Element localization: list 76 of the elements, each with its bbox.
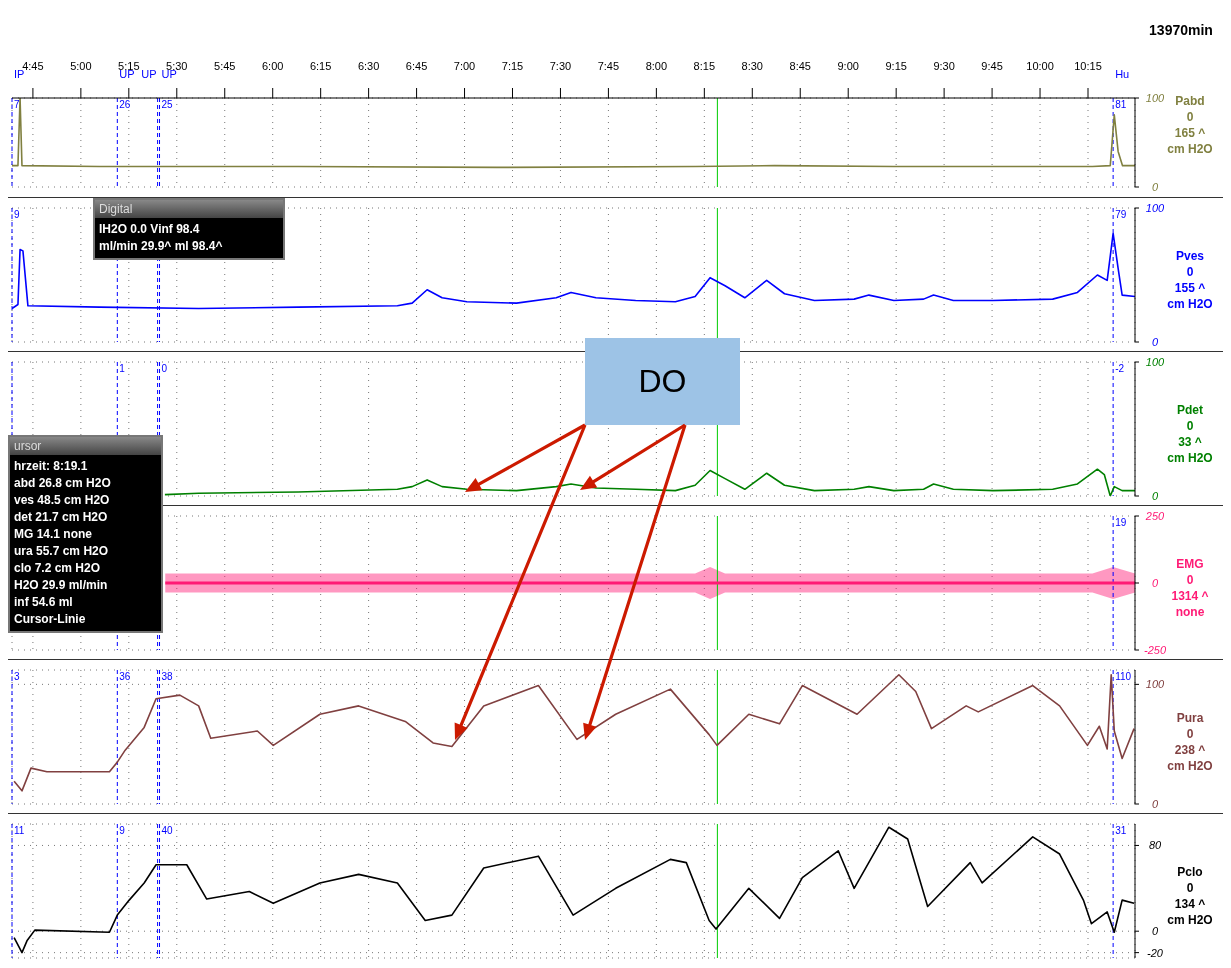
annotation: 26: [119, 99, 131, 110]
annotation: 81: [1115, 99, 1127, 110]
annotation: 31: [1115, 825, 1127, 836]
x-tick-label: 9:00: [837, 60, 859, 72]
annotation: 9: [14, 209, 20, 220]
ref-line-label: Hu: [1115, 68, 1130, 80]
text: 13970min: [1148, 22, 1214, 38]
text: ursor: [10, 437, 161, 455]
x-tick-label: 9:15: [885, 60, 907, 72]
annotation: 9: [119, 825, 126, 836]
x-tick-label: 5:45: [214, 60, 236, 72]
y-tick-label: 0: [1151, 490, 1159, 502]
annotation: H2O 29.9 ml/min: [14, 577, 109, 594]
annotation: 79: [1115, 209, 1127, 220]
y-tick-label: 100: [1145, 92, 1166, 104]
x-tick-label: 8:15: [693, 60, 716, 72]
x-tick-label: 7:00: [453, 60, 476, 72]
annotation: -2: [1115, 363, 1125, 374]
annotation: IH2O 0.0 Vinf 98.4: [99, 221, 201, 238]
y-axis-title: Pura 0 238 ^ cm H2O: [1166, 710, 1214, 774]
x-tick-label: 7:30: [549, 60, 572, 72]
annotation: 38: [161, 671, 174, 682]
y-axis-title: EMG 0 1314 ^ none: [1170, 556, 1210, 620]
y-tick-label: 100: [1145, 678, 1166, 691]
annotation: clo 7.2 cm H2O: [14, 560, 102, 577]
y-tick-label: 0: [1151, 181, 1159, 193]
annotation: 7: [14, 99, 20, 110]
y-tick-label: 100: [1145, 356, 1166, 368]
annotation: det 21.7 cm H2O: [14, 509, 109, 526]
y-tick-label: 80: [1148, 839, 1162, 852]
annotation: 19: [1115, 517, 1127, 528]
y-axis-title: Pves 0 155 ^ cm H2O: [1166, 248, 1214, 312]
annotation: ves 48.5 cm H2O: [14, 492, 111, 509]
annotation: hrzeit: 8:19.1: [14, 458, 89, 475]
ref-line-label: IP: [14, 68, 25, 80]
annotation: 3: [14, 671, 20, 682]
x-tick-label: 6:00: [261, 60, 284, 72]
annotation: 40: [161, 825, 174, 836]
x-tick-label: 8:00: [645, 60, 668, 72]
y-axis-title: Pdet 0 33 ^ cm H2O: [1166, 402, 1214, 466]
x-tick-label: 10:00: [1026, 60, 1054, 72]
annotation: MG 14.1 none: [14, 526, 94, 543]
x-tick-label: 6:30: [357, 60, 380, 72]
annotation: 11: [14, 825, 25, 836]
y-tick-label: 0: [1151, 336, 1159, 348]
annotation: 25: [161, 99, 174, 110]
y-tick-label: 0: [1151, 577, 1159, 589]
annotation: 36: [119, 671, 131, 682]
annotation: ml/min 29.9^ ml 98.4^: [99, 238, 224, 255]
y-tick-label: 0: [1151, 925, 1159, 938]
x-tick-label: 9:45: [981, 60, 1003, 72]
x-tick-label: 5:00: [70, 60, 92, 72]
annotation: 110: [1115, 671, 1132, 682]
y-tick-label: -250: [1143, 644, 1167, 656]
ref-line-label: UP: [141, 68, 157, 80]
annotation: Cursor-Linie: [14, 611, 87, 628]
x-tick-label: 7:15: [501, 60, 524, 72]
y-tick-label: 100: [1145, 202, 1166, 214]
y-tick-label: 250: [1144, 510, 1166, 522]
x-tick-label: 7:45: [597, 60, 620, 72]
annotation: ura 55.7 cm H2O: [14, 543, 110, 560]
y-tick-label: 0: [1151, 798, 1159, 810]
x-tick-label: 6:15: [309, 60, 332, 72]
callout-box: DO: [585, 338, 740, 425]
annotation: inf 54.6 ml: [14, 594, 74, 611]
annotation: abd 26.8 cm H2O: [14, 475, 112, 492]
x-tick-label: 6:45: [405, 60, 428, 72]
text: Digital: [95, 200, 283, 218]
x-tick-label: 9:30: [933, 60, 955, 72]
annotation: 0: [161, 363, 168, 374]
x-tick-label: 8:30: [741, 60, 763, 72]
y-tick-label: -20: [1147, 946, 1164, 959]
annotation: 1: [119, 363, 126, 374]
y-axis-title: Pclo 0 134 ^ cm H2O: [1166, 864, 1214, 928]
x-tick-label: 8:45: [789, 60, 811, 72]
x-tick-label: 10:15: [1074, 60, 1102, 72]
